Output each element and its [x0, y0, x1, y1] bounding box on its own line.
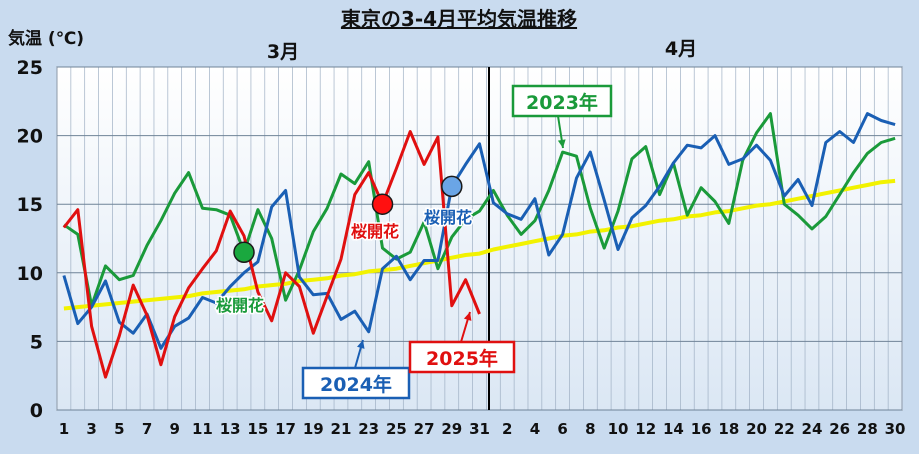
x-tick-label: 13	[220, 420, 241, 438]
x-tick-label: 9	[170, 420, 180, 438]
sakura-label: 桜開花	[351, 222, 399, 241]
series-line	[62, 130, 481, 379]
x-tick-label: 24	[802, 420, 823, 438]
month-label-april: 4月	[665, 38, 697, 60]
series-line	[63, 178, 896, 311]
chart-title: 東京の3-4月平均気温推移	[341, 7, 577, 31]
x-tick-label: 17	[275, 420, 296, 438]
x-tick-label: 12	[635, 420, 656, 438]
y-axis-label: 気温 (℃)	[7, 28, 84, 49]
series-callout-label: 2025年	[426, 347, 498, 370]
callout-arrow-head	[557, 139, 566, 148]
series-layer	[62, 112, 896, 379]
x-tick-label: 21	[331, 420, 352, 438]
x-tick-label: 14	[663, 420, 684, 438]
x-tick-label: 5	[114, 420, 124, 438]
x-tick-label: 4	[530, 420, 540, 438]
x-tick-label: 7	[142, 420, 152, 438]
x-tick-label: 6	[557, 420, 567, 438]
x-tick-label: 28	[857, 420, 878, 438]
x-tick-label: 22	[774, 420, 795, 438]
y-axis: 0 5 10 15 20 25	[17, 57, 43, 422]
sakura-marker	[441, 175, 463, 198]
x-tick-label: 20	[746, 420, 767, 438]
sakura-marker	[233, 241, 255, 263]
x-tick-label: 16	[691, 420, 712, 438]
x-axis: 1 3 5 7 9 11 13 15 17 19 21 23 25 27 29 31 2 4 6 8 10 12 14 16 1…	[59, 420, 906, 438]
series-callout-label: 2023年	[526, 91, 598, 114]
x-tick-label: 18	[718, 420, 739, 438]
series-callout-label: 2024年	[320, 373, 392, 396]
sakura-label: 桜開花	[216, 296, 264, 315]
callout-arrow-head	[463, 312, 472, 321]
series-line	[62, 112, 896, 350]
x-tick-label: 3	[86, 420, 96, 438]
x-tick-label: 2	[502, 420, 512, 438]
x-tick-label: 19	[303, 420, 324, 438]
x-tick-label: 25	[386, 420, 407, 438]
sakura-marker	[371, 193, 394, 215]
y-tick-label: 20	[17, 126, 43, 148]
sakura-label: 桜開花	[424, 208, 472, 227]
x-tick-label: 8	[585, 420, 595, 438]
series-line	[63, 112, 896, 308]
x-tick-label: 11	[192, 420, 213, 438]
x-tick-label: 15	[247, 420, 268, 438]
y-tick-label: 25	[17, 57, 43, 79]
x-tick-label: 30	[885, 420, 906, 438]
x-tick-label: 1	[59, 420, 69, 438]
x-tick-label: 23	[358, 420, 379, 438]
y-tick-label: 15	[17, 194, 43, 216]
y-tick-label: 0	[30, 400, 43, 422]
callout-arrow-head	[357, 340, 365, 349]
month-label-march: 3月	[267, 41, 299, 63]
x-tick-label: 29	[441, 420, 462, 438]
x-tick-label: 31	[469, 420, 490, 438]
y-tick-label: 10	[17, 263, 43, 285]
series-callout-box	[511, 84, 613, 118]
x-tick-label: 10	[608, 420, 629, 438]
x-tick-label: 26	[829, 420, 850, 438]
x-tick-label: 27	[414, 420, 435, 438]
y-tick-label: 5	[30, 331, 43, 353]
